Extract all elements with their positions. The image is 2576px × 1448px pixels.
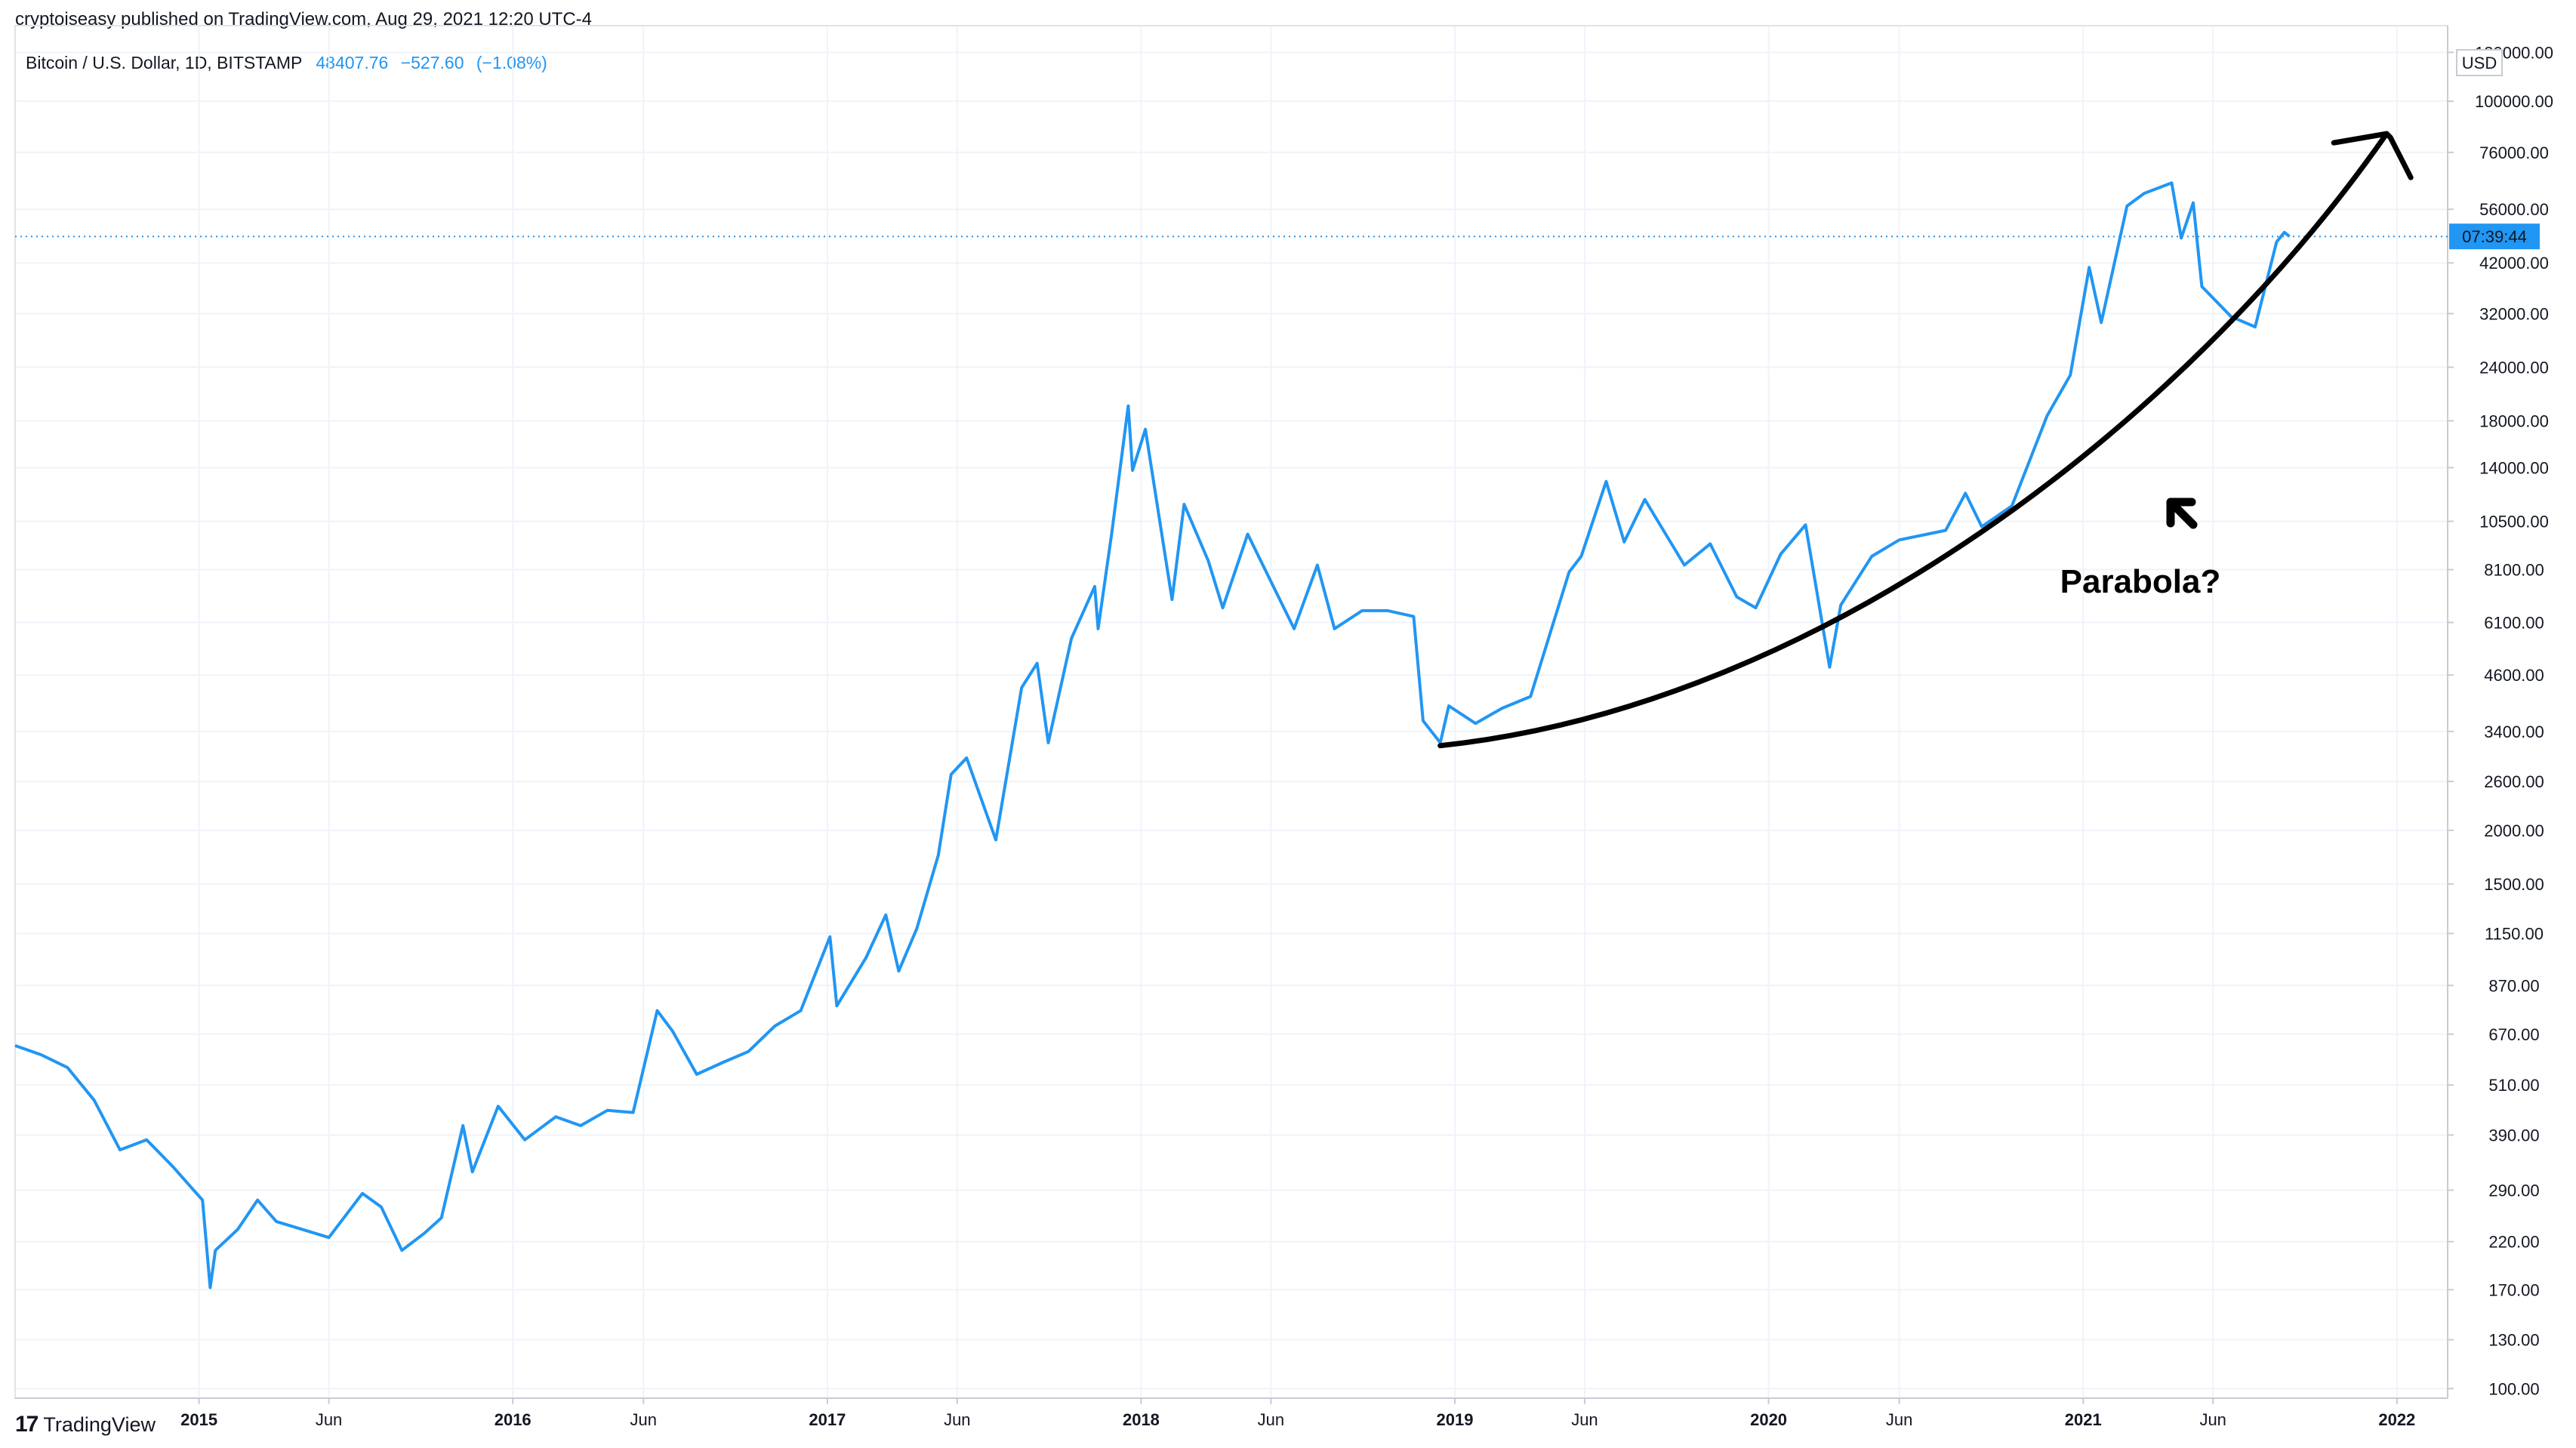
price-series-line [14, 181, 2291, 1289]
parabola-arrowhead [2331, 131, 2414, 180]
price-tick-label: 1150.00 [2485, 924, 2544, 943]
price-tick-label: 510.00 [2488, 1076, 2539, 1095]
price-tick-label: 170.00 [2488, 1280, 2539, 1299]
time-tick-label: 2019 [1437, 1410, 1474, 1429]
price-tick-label: 18000.00 [2479, 411, 2549, 430]
countdown-badge: 07:39:44 [2449, 223, 2540, 250]
price-tick-label: 2000.00 [2484, 821, 2544, 840]
parabola-curve [1437, 131, 2390, 749]
time-tick-label: 2020 [1750, 1410, 1787, 1429]
symbol-title: Bitcoin / U.S. Dollar, 1D, BITSTAMP [26, 53, 302, 72]
price-change: −527.60 [400, 53, 464, 72]
time-tick-label: Jun [1886, 1410, 1912, 1429]
price-tick-label: 14000.00 [2479, 458, 2549, 477]
pointer-arrow-icon [2166, 498, 2198, 529]
countdown-text: 07:39:44 [2462, 227, 2527, 246]
price-tick-label: 42000.00 [2479, 254, 2549, 273]
price-tick-label: 390.00 [2488, 1126, 2539, 1145]
time-axis[interactable]: 2015 Jun 2016 Jun 2017 Jun 2018 Jun 2019 Jun 2020 J… [180, 1398, 2415, 1429]
price-tick-label: 130.00 [2488, 1331, 2539, 1350]
annotation-label: Parabola? [2060, 563, 2221, 600]
annotation-layer: Parabola? [1437, 131, 2414, 749]
price-tick-label: 870.00 [2488, 976, 2539, 995]
tradingview-logo-icon: 17 [15, 1412, 39, 1437]
price-tick-label: 8100.00 [2484, 561, 2544, 580]
price-change-percent: (−1.08%) [476, 53, 547, 72]
price-tick-label: 220.00 [2488, 1233, 2539, 1252]
time-tick-label: Jun [316, 1410, 342, 1429]
symbol-legend: Bitcoin / U.S. Dollar, 1D, BITSTAMP 4840… [26, 53, 555, 73]
price-tick-label: 2600.00 [2484, 772, 2544, 791]
price-tick-label: 76000.00 [2479, 143, 2549, 162]
chart-grid [15, 26, 2448, 1398]
price-values: 48407.76 −527.60 (−1.08%) [316, 53, 554, 72]
time-tick-label: Jun [630, 1410, 657, 1429]
price-axis[interactable]: 100.00 130.00 170.00 220.00 290.00 390.00 510.… [2448, 43, 2553, 1398]
currency-label: USD [2456, 49, 2503, 76]
time-tick-label: 2021 [2065, 1410, 2102, 1429]
price-tick-label: 290.00 [2488, 1182, 2539, 1200]
series-layer [14, 181, 2291, 1289]
time-tick-label: Jun [2199, 1410, 2226, 1429]
time-tick-label: Jun [1258, 1410, 1284, 1429]
time-tick-label: 2015 [180, 1410, 217, 1429]
time-tick-label: Jun [1571, 1410, 1598, 1429]
price-tick-label: 10500.00 [2479, 512, 2549, 531]
price-tick-label: 32000.00 [2479, 304, 2549, 323]
time-tick-label: 2018 [1123, 1410, 1160, 1429]
brand-name: TradingView [43, 1413, 156, 1436]
price-tick-label: 4600.00 [2484, 666, 2544, 685]
price-tick-label: 3400.00 [2484, 722, 2544, 741]
price-tick-label: 6100.00 [2484, 614, 2544, 633]
time-tick-label: 2022 [2378, 1410, 2415, 1429]
time-tick-label: Jun [944, 1410, 970, 1429]
tradingview-brand[interactable]: 17 TradingView [15, 1412, 156, 1437]
price-tick-label: 670.00 [2488, 1025, 2539, 1044]
currency-text: USD [2462, 54, 2497, 72]
price-tick-label: 1500.00 [2484, 875, 2544, 894]
price-tick-label: 24000.00 [2479, 358, 2549, 377]
price-tick-label: 100000.00 [2475, 92, 2553, 111]
time-tick-label: 2017 [809, 1410, 846, 1429]
price-tick-label: 56000.00 [2479, 200, 2549, 219]
price-tick-label: 100.00 [2488, 1379, 2539, 1398]
time-tick-label: 2016 [495, 1410, 532, 1429]
last-price: 48407.76 [316, 53, 389, 72]
